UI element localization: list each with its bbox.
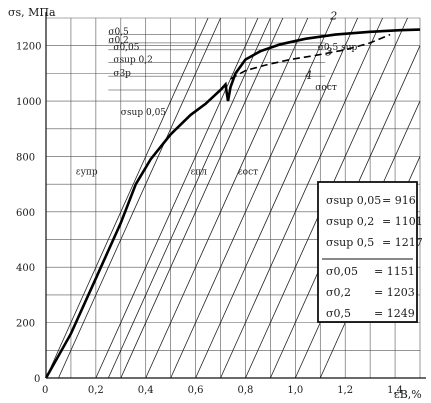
annotation-label: εпл — [191, 167, 208, 177]
legend-entry-label: σ0,2 — [326, 286, 351, 299]
y-tick-label: 200 — [16, 319, 35, 330]
annotations: 2 34 σ0,5σ0,2σ0,05 σsup 0,2 σ3p σsup 0,05 εупр… — [76, 9, 358, 177]
legend-entry-label: σ0,5 — [326, 307, 351, 320]
y-axis-label: σs, МПа — [8, 6, 56, 19]
legend-entry-label: σ0,05 — [326, 265, 358, 278]
legend-entry-value: = 916 — [382, 194, 416, 207]
legend-entry-value: = 1249 — [374, 307, 415, 320]
offset-line — [107, 17, 271, 379]
annotation-label: σ0,2 — [108, 36, 128, 46]
x-tick-label: 1,4 — [387, 385, 403, 396]
offset-line — [170, 17, 334, 379]
annotation-label: σ3p — [113, 69, 131, 79]
annotation-label: σост — [315, 83, 337, 93]
y-tick-label: 1000 — [16, 97, 41, 108]
x-axis-label: εB,% — [394, 388, 422, 401]
y-tick-label: 1200 — [16, 42, 41, 53]
legend-entry-value: = 1217 — [382, 236, 423, 249]
offset-line — [58, 17, 221, 379]
x-tick-label: 0,2 — [88, 385, 104, 396]
x-tick-label: 1,0 — [287, 385, 303, 396]
x-tick-label: 0,6 — [188, 385, 204, 396]
series-layer — [44, 28, 421, 379]
y-tick-label-zero: 0 — [34, 374, 40, 385]
curve-number-label: 3 — [325, 45, 332, 58]
legend-entry-label: σsup 0,2 — [326, 215, 374, 228]
values-legend-box: σsup 0,05 = 916 σsup 0,2 = 1101 σsup 0,5 = 12… — [317, 181, 423, 323]
legend-entry-value: = 1151 — [374, 265, 415, 278]
x-tick-label: 0 — [42, 385, 48, 396]
y-tick-label: 600 — [16, 208, 35, 219]
annotation-label: σ0,5 sup — [318, 43, 358, 53]
x-tick-label: 1,2 — [337, 385, 353, 396]
annotation-label: εост — [238, 167, 258, 177]
annotation-label: σ0,05 — [113, 43, 139, 53]
y-tick-label: 400 — [16, 263, 35, 274]
offset-line — [45, 17, 209, 379]
curve-number-label: 4 — [304, 69, 312, 82]
y-tick-label: 800 — [16, 152, 35, 163]
chart-axes — [45, 12, 426, 379]
annotation-label: εупр — [76, 167, 98, 177]
x-tick-label: 0,8 — [237, 385, 253, 396]
legend-entry-value: = 1203 — [374, 286, 415, 299]
offset-line — [145, 17, 309, 379]
legend-frame — [317, 181, 418, 323]
legend-entry-label: σsup 0,05 — [326, 194, 381, 207]
annotation-label: σsup 0,05 — [121, 108, 166, 118]
offset-line — [195, 17, 359, 379]
annotation-label: σsup 0,2 — [113, 55, 153, 65]
offset-line — [220, 17, 383, 379]
legend-entry-label: σsup 0,5 — [326, 236, 374, 249]
annotation-label: σ0,5 — [108, 28, 129, 38]
tick-labels: 0 0,2 0,4 0,6 0,8 1,0 1,2 1,4 200 400 600 800 1000 12… — [16, 42, 403, 396]
legend-entry-value: = 1101 — [382, 215, 423, 228]
curve-number-label: 2 — [329, 9, 337, 22]
series-line-0 — [44, 28, 421, 379]
x-tick-label: 0,4 — [138, 385, 154, 396]
offset-line — [120, 17, 284, 379]
